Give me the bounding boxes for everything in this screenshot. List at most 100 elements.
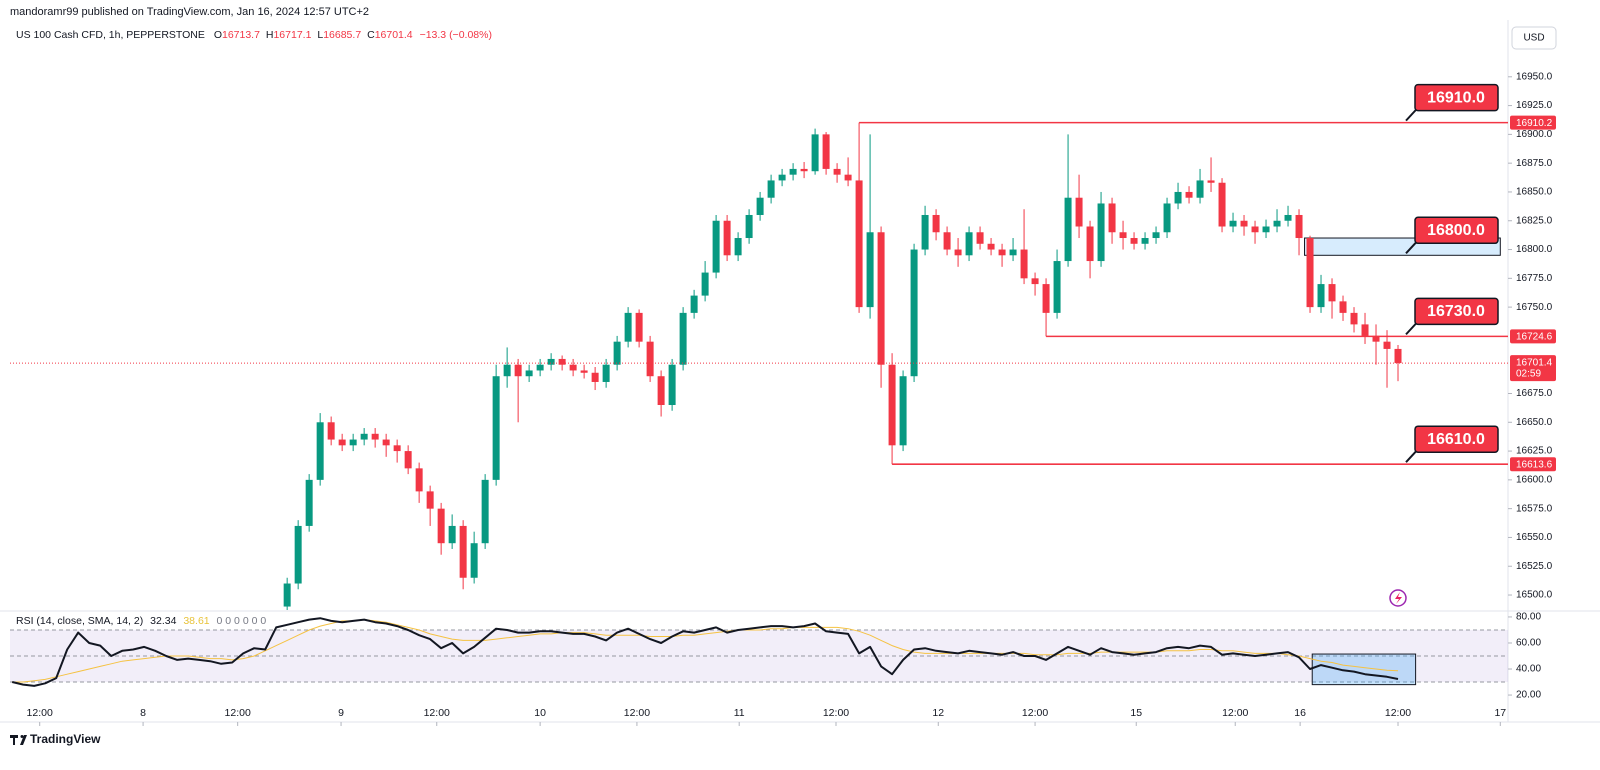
price-tag-label: 16910.2 (1516, 118, 1553, 129)
price-tag-label: 16724.6 (1516, 332, 1553, 343)
rsi-y-tick-label: 80.00 (1516, 612, 1541, 623)
candle-body (1141, 238, 1149, 244)
y-tick-label: 16500.0 (1516, 590, 1553, 601)
currency-button[interactable] (1511, 26, 1557, 50)
y-tick-label: 16550.0 (1516, 532, 1553, 543)
candle-body (624, 312, 632, 342)
candle-body (1119, 232, 1127, 239)
alert-icon[interactable] (1389, 589, 1407, 607)
candle-body (415, 468, 423, 492)
x-tick-label: 12:00 (823, 707, 849, 719)
x-tick-label: 12:00 (1222, 707, 1248, 719)
candle-body (921, 214, 929, 250)
candle-body (1350, 312, 1358, 325)
candle-body (1174, 191, 1182, 204)
candle-body (1031, 278, 1039, 285)
x-tick-label: 10 (534, 707, 546, 719)
rsi-line (11, 617, 1399, 687)
x-tick-label: 16 (1294, 707, 1306, 719)
candle-body (1097, 203, 1105, 262)
publisher: mandoramr99 published on TradingView.com… (10, 6, 369, 18)
candle-body (327, 422, 335, 440)
candle-body (558, 358, 566, 365)
candle-body (481, 479, 489, 544)
rsi-sma-value: 38.61 (183, 615, 209, 627)
candle-body (855, 180, 863, 308)
candle-body (833, 168, 841, 175)
currency: USD (1523, 33, 1544, 44)
candle-body (1273, 220, 1281, 227)
candle-body (866, 232, 874, 308)
x-tick-label: 9 (338, 707, 344, 719)
candle-body (910, 249, 918, 377)
y-tick-label: 16775.0 (1516, 273, 1553, 284)
x-tick-label: 12:00 (624, 707, 650, 719)
y-tick-label: 16825.0 (1516, 215, 1553, 226)
price-tag (1510, 115, 1556, 130)
candle-body (393, 445, 401, 452)
candle-body (492, 376, 500, 480)
x-tick-label: 12:00 (424, 707, 450, 719)
candle-body (646, 341, 654, 377)
rsi-value: 32.34 (150, 615, 176, 627)
x-tick-label: 12:00 (27, 707, 53, 719)
candle-body (822, 134, 830, 169)
candle-body (943, 232, 951, 250)
high-value: 16717.1 (273, 29, 311, 41)
candle-body (976, 232, 984, 244)
rsi-title: RSI (14, close, SMA, 14, 2) (16, 615, 143, 627)
logo-dot (20, 735, 24, 738)
candle-body (1075, 197, 1083, 227)
change: −13.3 (−0.08%) (420, 29, 492, 41)
candle-body (1196, 180, 1204, 198)
candle-body (1229, 220, 1237, 227)
candle-body (602, 364, 610, 382)
candle-body (382, 439, 390, 446)
candle-body (514, 364, 522, 377)
candle-body (1284, 214, 1292, 221)
candle-body (459, 525, 467, 578)
y-tick-label: 16625.0 (1516, 446, 1553, 457)
candle-body (1361, 324, 1369, 336)
candle-body (1383, 341, 1391, 349)
symbol: US 100 Cash CFD, 1h, PEPPERSTONE (16, 29, 205, 41)
candle-body (1251, 226, 1259, 233)
candle-body (525, 370, 533, 377)
callout-label: 16800.0 (1427, 222, 1485, 239)
candle-body (316, 422, 324, 480)
candle-body (635, 312, 643, 342)
logo-mark (10, 735, 27, 745)
candle-body (811, 134, 819, 172)
candle-body (1163, 203, 1171, 233)
candle-body (723, 220, 731, 256)
candle-body (789, 168, 797, 175)
callout-box (1414, 216, 1499, 245)
candle-body (1372, 335, 1380, 342)
rsi-sma-line (12, 619, 1399, 683)
price-tag (1510, 329, 1556, 344)
y-tick-label: 16875.0 (1516, 158, 1553, 169)
rsi-box (1311, 653, 1417, 686)
last-price-label: 16701.4 (1516, 358, 1553, 369)
candle-body (657, 376, 665, 406)
y-tick-label: 16575.0 (1516, 503, 1553, 514)
candle-body (1339, 301, 1347, 313)
countdown: 02:59 (1516, 369, 1541, 380)
candle-body (701, 272, 709, 296)
candle-body (1207, 180, 1215, 183)
candle-body (283, 583, 291, 607)
x-tick-label: 11 (734, 707, 745, 719)
candle-body (547, 358, 555, 365)
candle-body (591, 372, 599, 382)
candle-body (371, 433, 379, 440)
key: C (367, 29, 375, 41)
price-tag (1510, 457, 1556, 472)
y-tick-label: 16925.0 (1516, 100, 1553, 111)
y-tick-label: 16950.0 (1516, 71, 1553, 82)
y-tick-label: 16600.0 (1516, 475, 1553, 486)
footer-text: TradingView (30, 732, 101, 746)
rsi-y-tick-label: 40.00 (1516, 664, 1541, 675)
candle-body (844, 174, 852, 181)
